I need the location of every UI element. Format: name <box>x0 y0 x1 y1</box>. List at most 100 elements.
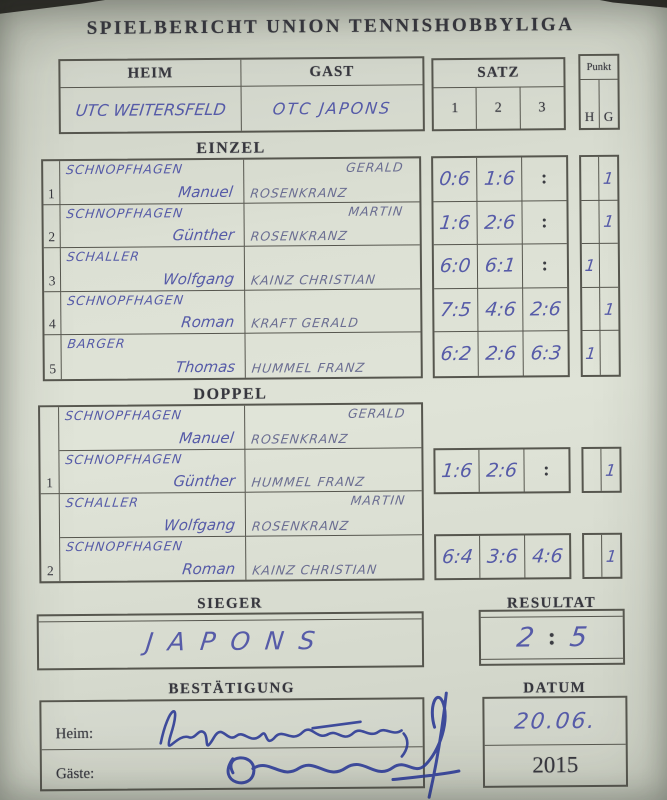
punkt-g-mark: 1 <box>604 460 617 480</box>
einzel-row-number: 4 <box>44 291 62 336</box>
home-surname: SCHNOPFHAGEN <box>65 537 184 554</box>
set-score: 0:6 <box>438 168 472 191</box>
home-firstname: Roman <box>181 559 237 579</box>
set-score: 4:6 <box>483 298 517 321</box>
guest-fullname: KAINZ CHRISTIAN <box>251 561 379 578</box>
set-score: : <box>543 459 550 481</box>
doppel-home-player: SCHNOPFHAGEN Günther <box>59 449 246 495</box>
set-score: 6:2 <box>439 343 473 366</box>
sieger-box: JAPONS <box>36 611 425 671</box>
set-score: 6:0 <box>439 255 473 278</box>
doppel2-sets-table: 6:4 3:6 4:6 <box>434 533 572 581</box>
doppel-home-player: SCHNOPFHAGEN Manuel <box>59 405 246 451</box>
guest-firstname: GERALD <box>346 405 406 421</box>
einzel-home-player: SCHNOPFHAGEN Manuel <box>60 159 245 205</box>
home-firstname: Wolfgang <box>162 515 237 534</box>
doppel-pair-number: 2 <box>40 494 61 582</box>
set-score: 1:6 <box>438 211 472 235</box>
home-firstname: Günther <box>172 471 236 491</box>
home-firstname: Thomas <box>174 357 236 377</box>
einzel-players-table: 1 SCHNOPFHAGEN Manuel GERALD ROSENKRANZ … <box>41 156 423 382</box>
punkt-h-mark: 1 <box>584 343 598 363</box>
set-score: 4:6 <box>530 545 564 568</box>
guest-fullname: HUMMEL FRANZ <box>250 473 366 490</box>
einzel-row-number: 1 <box>43 161 61 205</box>
punkt-table: Punkt H G <box>578 53 620 131</box>
form-title: SPIELBERICHT UNION TENNISHOBBYLIGA <box>86 14 575 39</box>
punkt-g-mark: 1 <box>605 546 618 566</box>
guest-firstname: MARTIN <box>350 492 407 508</box>
home-firstname: Wolfgang <box>161 269 236 289</box>
einzel-home-player: SCHNOPFHAGEN Roman <box>61 290 246 336</box>
set-score: 7:5 <box>439 298 473 322</box>
punkt-g-mark: 1 <box>602 168 615 188</box>
punkt-header: Punkt <box>580 55 618 81</box>
set-score: 2:6 <box>483 211 517 234</box>
einzel-guest-player: KAINZ CHRISTIAN <box>244 245 421 291</box>
heim-team-cell: UTC WEITERSFELD <box>60 86 242 133</box>
set-score: 2:6 <box>528 298 562 321</box>
einzel-punkt-table: 1 1 1 1 1 <box>579 154 621 378</box>
home-firstname: Günther <box>171 225 235 245</box>
satz-header: SATZ <box>433 59 564 89</box>
datum-day-cell: 20.06. <box>484 697 626 746</box>
home-surname: SCHALLER <box>64 494 140 511</box>
resultat-guest-score: 5 <box>568 621 589 653</box>
resultat-home-score: 2 <box>514 621 536 654</box>
home-surname: SCHNOPFHAGEN <box>65 161 184 178</box>
doppel-guest-player: GERALD ROSENKRANZ <box>245 404 422 450</box>
gaeste-signature <box>226 691 461 799</box>
punkt-g-mark: 1 <box>603 299 616 319</box>
satz-table: SATZ 1 2 3 <box>431 57 566 132</box>
guest-surname: ROSENKRANZ <box>249 228 349 244</box>
guest-fullname: KRAFT GERALD <box>250 315 360 332</box>
teams-table: HEIM GAST UTC WEITERSFELD OTC JAPONS <box>58 56 425 135</box>
set-score: : <box>541 254 549 276</box>
gast-column-header: GAST <box>241 58 423 87</box>
set-score: 3:6 <box>485 545 519 568</box>
home-surname: BARGER <box>66 335 127 352</box>
doppel-guest-player: KAINZ CHRISTIAN <box>246 535 422 580</box>
set-score: 1:6 <box>482 167 516 191</box>
guest-surname: ROSENKRANZ <box>250 430 350 447</box>
guest-fullname: KAINZ CHRISTIAN <box>250 271 377 288</box>
home-surname: SCHNOPFHAGEN <box>65 204 185 221</box>
einzel-home-player: SCHNOPFHAGEN Günther <box>60 203 245 249</box>
einzel-row-number: 3 <box>43 248 62 293</box>
set-score: 6:3 <box>528 342 563 365</box>
doppel1-sets-table: 1:6 2:6 : <box>433 447 571 495</box>
home-firstname: Manuel <box>178 428 236 447</box>
guest-surname: ROSENKRANZ <box>249 184 349 201</box>
resultat-colon: : <box>547 623 556 650</box>
gast-team-cell: OTC JAPONS <box>242 85 423 130</box>
doppel-guest-player: HUMMEL FRANZ <box>245 447 422 493</box>
guest-surname: ROSENKRANZ <box>251 517 350 534</box>
home-surname: SCHNOPFHAGEN <box>64 450 184 467</box>
guest-firstname: MARTIN <box>347 203 405 219</box>
punkt-g-mark: 1 <box>602 212 615 232</box>
heim-signature-label: Heim: <box>55 725 94 743</box>
set-score: 6:4 <box>441 545 475 569</box>
einzel-sets-table: 0:6 1:6 : 1:6 2:6 : 6:0 6:1 : 7:5 4:6 2:… <box>431 155 570 379</box>
punkt-h-mark: 1 <box>584 255 597 276</box>
punkt-g-header: G <box>603 108 614 124</box>
einzel-home-player: SCHALLER Wolfgang <box>60 246 246 292</box>
satz-col-1: 1 <box>433 87 478 130</box>
sieger-value: JAPONS <box>144 625 332 656</box>
guest-fullname: HUMMEL FRANZ <box>250 359 366 376</box>
satz-col-3: 3 <box>538 99 546 115</box>
doppel2-punkt-table: 1 <box>582 532 623 580</box>
doppel-home-player: SCHALLER Wolfgang <box>59 492 247 538</box>
resultat-box: 2 : 5 <box>478 608 626 666</box>
home-surname: SCHNOPFHAGEN <box>66 291 185 308</box>
set-score: : <box>540 167 548 189</box>
home-firstname: Manuel <box>177 182 235 201</box>
home-firstname: Roman <box>180 313 236 332</box>
heim-team-name: UTC WEITERSFELD <box>74 99 227 120</box>
datum-box: 20.06. 2015 <box>482 695 629 788</box>
gast-team-name: OTC JAPONS <box>271 98 393 118</box>
home-surname: SCHNOPFHAGEN <box>64 407 183 424</box>
heim-signature <box>159 710 409 758</box>
